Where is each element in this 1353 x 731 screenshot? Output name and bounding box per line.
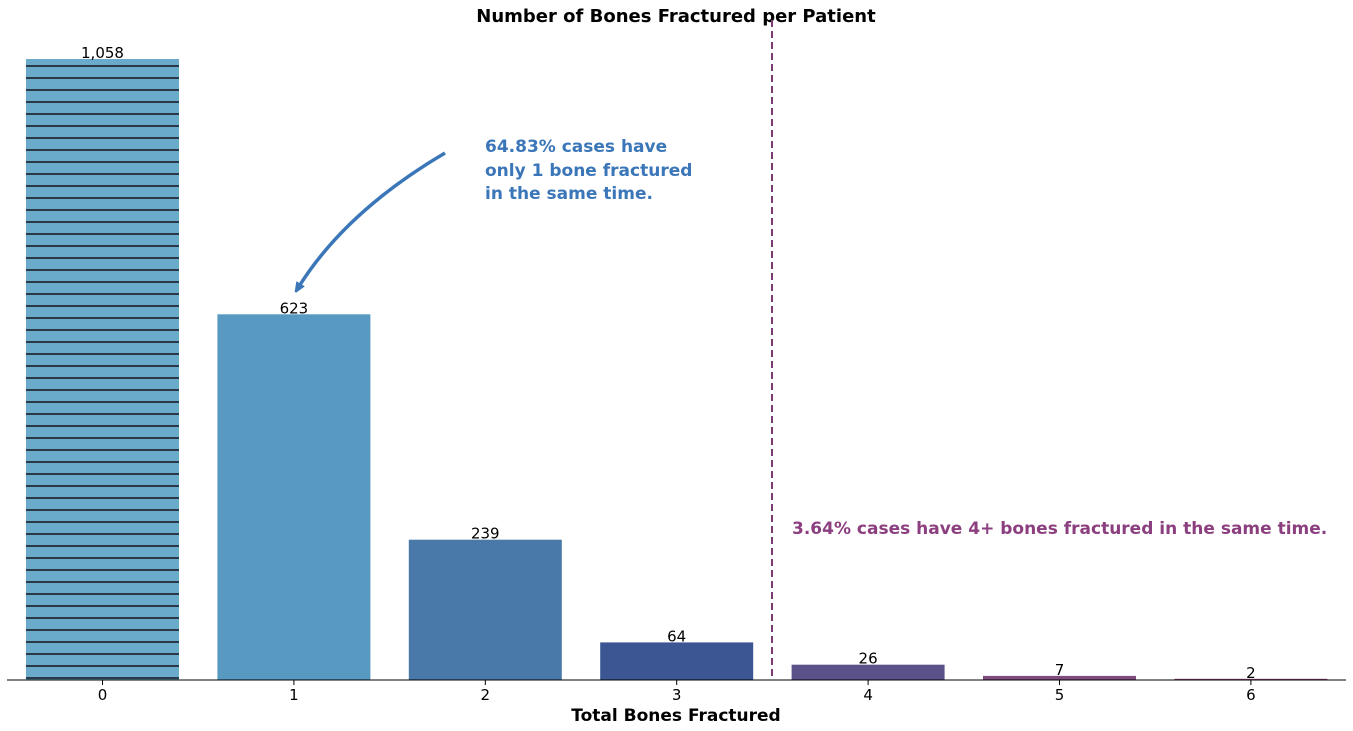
annotation-blue-line-1: 64.83% cases have bbox=[485, 137, 667, 157]
bar-1 bbox=[217, 314, 371, 680]
data-label-2: 239 bbox=[471, 525, 500, 543]
x-tick-label-6: 6 bbox=[1246, 686, 1256, 704]
x-tick-label-3: 3 bbox=[672, 686, 682, 704]
x-tick-label-2: 2 bbox=[481, 686, 491, 704]
annotation-blue: 64.83% cases have only 1 bone fractured … bbox=[485, 137, 698, 204]
data-label-5: 7 bbox=[1055, 661, 1065, 679]
annotation-blue-line-3: in the same time. bbox=[485, 184, 653, 204]
bar-5 bbox=[983, 675, 1136, 680]
x-tick-label-5: 5 bbox=[1055, 686, 1065, 704]
x-tick-label-4: 4 bbox=[863, 686, 873, 704]
x-ticks-group: 0 1 2 3 4 5 6 bbox=[98, 680, 1256, 704]
bar-2 bbox=[408, 539, 562, 680]
data-labels-group: 1,058 623 239 64 26 7 2 bbox=[81, 44, 1256, 682]
data-label-0: 1,058 bbox=[81, 44, 124, 62]
data-label-3: 64 bbox=[667, 627, 686, 645]
x-tick-label-0: 0 bbox=[98, 686, 108, 704]
data-label-4: 26 bbox=[859, 650, 878, 668]
bar-4 bbox=[791, 664, 945, 680]
data-label-1: 623 bbox=[280, 299, 309, 317]
bars-group bbox=[26, 59, 1328, 680]
bar-3 bbox=[600, 642, 754, 680]
data-label-6: 2 bbox=[1246, 664, 1256, 682]
annotation-purple: 3.64% cases have 4+ bones fractured in t… bbox=[792, 519, 1327, 539]
bar-0 bbox=[26, 59, 179, 680]
bar-6 bbox=[1174, 678, 1328, 680]
annotation-arrow bbox=[298, 151, 446, 288]
x-tick-label-1: 1 bbox=[289, 686, 299, 704]
x-axis-label: Total Bones Fractured bbox=[571, 706, 780, 726]
chart-title: Number of Bones Fractured per Patient bbox=[476, 6, 876, 27]
annotation-blue-line-2: only 1 bone fractured bbox=[485, 161, 692, 181]
